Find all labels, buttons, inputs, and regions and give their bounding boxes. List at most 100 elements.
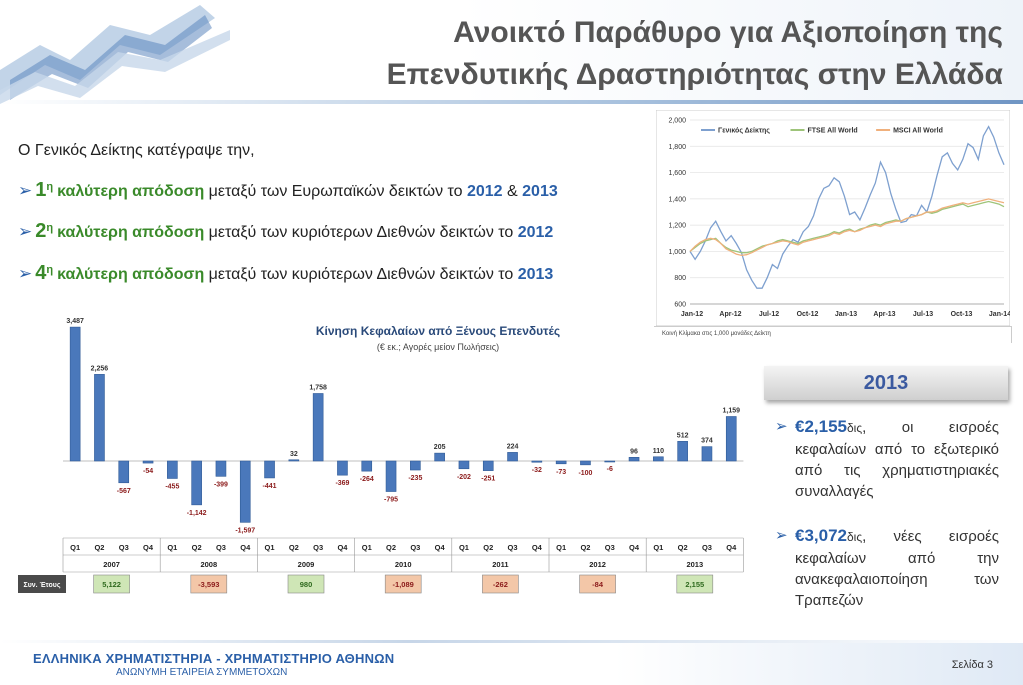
data-label: 32 — [290, 451, 298, 458]
quarter-label: Q2 — [678, 543, 688, 552]
foreign-capital-flows-bar-chart: Κίνηση Κεφαλαίων από Ξένους Επενδυτές (€ … — [18, 318, 744, 594]
bar — [677, 441, 688, 462]
bar — [239, 460, 251, 523]
y-tick-label: 2,000 — [668, 118, 686, 125]
year-label: 2012 — [589, 560, 606, 569]
bullet-item: ➢ 4η καλύτερη απόδοση μεταξύ των κυριότερω… — [18, 262, 553, 285]
year-label: 2010 — [395, 560, 412, 569]
line-chart-note: Κοινή Κλίμακα στις 1,000 μονάδες Δείκτη — [662, 331, 771, 337]
bullet-text: μεταξύ των κυριότερων Διεθνών δεικτών το — [208, 224, 514, 241]
annual-total-value: 5,122 — [102, 580, 121, 589]
data-label: 374 — [701, 438, 713, 445]
quarter-label: Q4 — [143, 543, 154, 552]
data-label: 3,487 — [66, 318, 84, 325]
footer-divider — [0, 640, 1023, 643]
x-tick-label: Apr-12 — [719, 311, 741, 318]
bar — [191, 460, 202, 506]
annual-label: Συν. Έτους — [24, 582, 61, 589]
rank-suffix: η — [46, 221, 54, 234]
quarter-label: Q1 — [556, 543, 566, 552]
quarter-label: Q1 — [653, 543, 663, 552]
quarter-label: Q1 — [459, 543, 469, 552]
annual-total-value: -262 — [493, 580, 508, 589]
arrow-bullet-icon: ➢ — [18, 264, 33, 283]
keyword: καλύτερη απόδοση — [57, 224, 205, 241]
x-tick-label: Jan-14 — [989, 311, 1010, 318]
bar — [215, 460, 227, 477]
quarter-label: Q3 — [605, 543, 615, 552]
quarter-label: Q3 — [508, 543, 518, 552]
bar — [701, 446, 713, 462]
bar — [434, 452, 445, 462]
data-label: -1,597 — [235, 527, 255, 534]
x-tick-label: Apr-13 — [873, 311, 895, 318]
x-tick-label: Jul-13 — [913, 311, 933, 318]
series-line — [689, 200, 1005, 254]
data-label: -264 — [360, 476, 374, 483]
annual-total-value: -84 — [592, 580, 604, 589]
annual-total-value: -1,089 — [393, 580, 414, 589]
side-bullet-text: , οι εισροές κεφαλαίων από το εξωτερικό … — [795, 419, 999, 500]
quarter-label: Q2 — [289, 543, 299, 552]
footer-subtitle: ΑΝΩΝΥΜΗ ΕΤΑΙΡΕΙΑ ΣΥΜΜΕΤΟΧΩΝ — [116, 667, 288, 678]
bar — [531, 460, 543, 463]
data-label: 205 — [434, 444, 446, 451]
amount: €3,072 — [795, 526, 847, 545]
page-number: Σελίδα 3 — [951, 659, 993, 671]
annual-total-box — [579, 574, 616, 594]
annual-total-box — [287, 574, 325, 594]
footer-band — [0, 643, 1023, 685]
data-label: -202 — [457, 474, 471, 481]
bar — [288, 459, 300, 462]
bar — [69, 326, 81, 462]
keyword: καλύτερη απόδοση — [57, 266, 205, 283]
x-tick-label: Jan-12 — [681, 311, 703, 318]
title-line-2: Επενδυτικής Δραστηριότητας στην Ελλάδα — [386, 58, 1003, 91]
bar — [94, 374, 105, 462]
data-label: -455 — [165, 483, 179, 490]
y-tick-label: 600 — [674, 302, 686, 309]
arrow-bullet-icon: ➢ — [18, 181, 33, 200]
bar — [628, 457, 640, 462]
annual-total-value: -3,593 — [198, 580, 219, 589]
bar — [361, 460, 373, 472]
bullet-text: μεταξύ των κυριότερων Διεθνών δεικτών το — [208, 266, 514, 283]
y-tick-label: 800 — [674, 275, 686, 282]
year: 2012 — [517, 224, 554, 241]
x-tick-label: Oct-12 — [797, 311, 819, 318]
bullet-item: ➢ 2η καλύτερη απόδοση μεταξύ των κυριότερω… — [18, 220, 553, 243]
bar — [653, 456, 664, 462]
year-label: 2009 — [298, 560, 315, 569]
amount: €2,155 — [795, 417, 847, 436]
index-performance-line-chart: 600 800 1,000 1,200 1,400 1,600 1,800 2,000 Jan-… — [656, 110, 1010, 326]
quarter-label: Q2 — [94, 543, 104, 552]
series-line — [689, 198, 1005, 257]
page-title: Ανοικτό Παράθυρο για Αξιοποίηση της Επεν… — [387, 12, 1003, 96]
year: 2012 — [466, 183, 503, 200]
bar — [312, 393, 324, 462]
ampersand: & — [507, 183, 518, 200]
data-label: -567 — [117, 488, 131, 495]
x-tick-label: Oct-13 — [951, 311, 973, 318]
rising-arrow-logo-icon — [0, 5, 230, 104]
bar — [458, 460, 470, 470]
data-label: 1,159 — [722, 407, 740, 414]
annual-total-value: 2,155 — [685, 580, 704, 589]
quarter-label: Q1 — [265, 543, 275, 552]
bar — [385, 460, 397, 492]
annual-total-box — [482, 574, 519, 594]
annual-total-box — [93, 574, 130, 594]
data-label: -73 — [556, 469, 566, 476]
year: 2013 — [517, 266, 554, 283]
quarter-label: Q2 — [483, 543, 493, 552]
rank-number: 1 — [35, 179, 47, 201]
y-tick-label: 1,800 — [668, 144, 686, 151]
rank-number: 4 — [35, 262, 47, 284]
legend-label: MSCI All World — [893, 128, 943, 135]
quarter-label: Q4 — [435, 543, 446, 552]
quarter-label: Q4 — [726, 543, 737, 552]
arrow-bullet-icon: ➢ — [775, 527, 788, 544]
quarter-label: Q3 — [119, 543, 129, 552]
quarter-label: Q3 — [410, 543, 420, 552]
bar — [604, 460, 616, 463]
